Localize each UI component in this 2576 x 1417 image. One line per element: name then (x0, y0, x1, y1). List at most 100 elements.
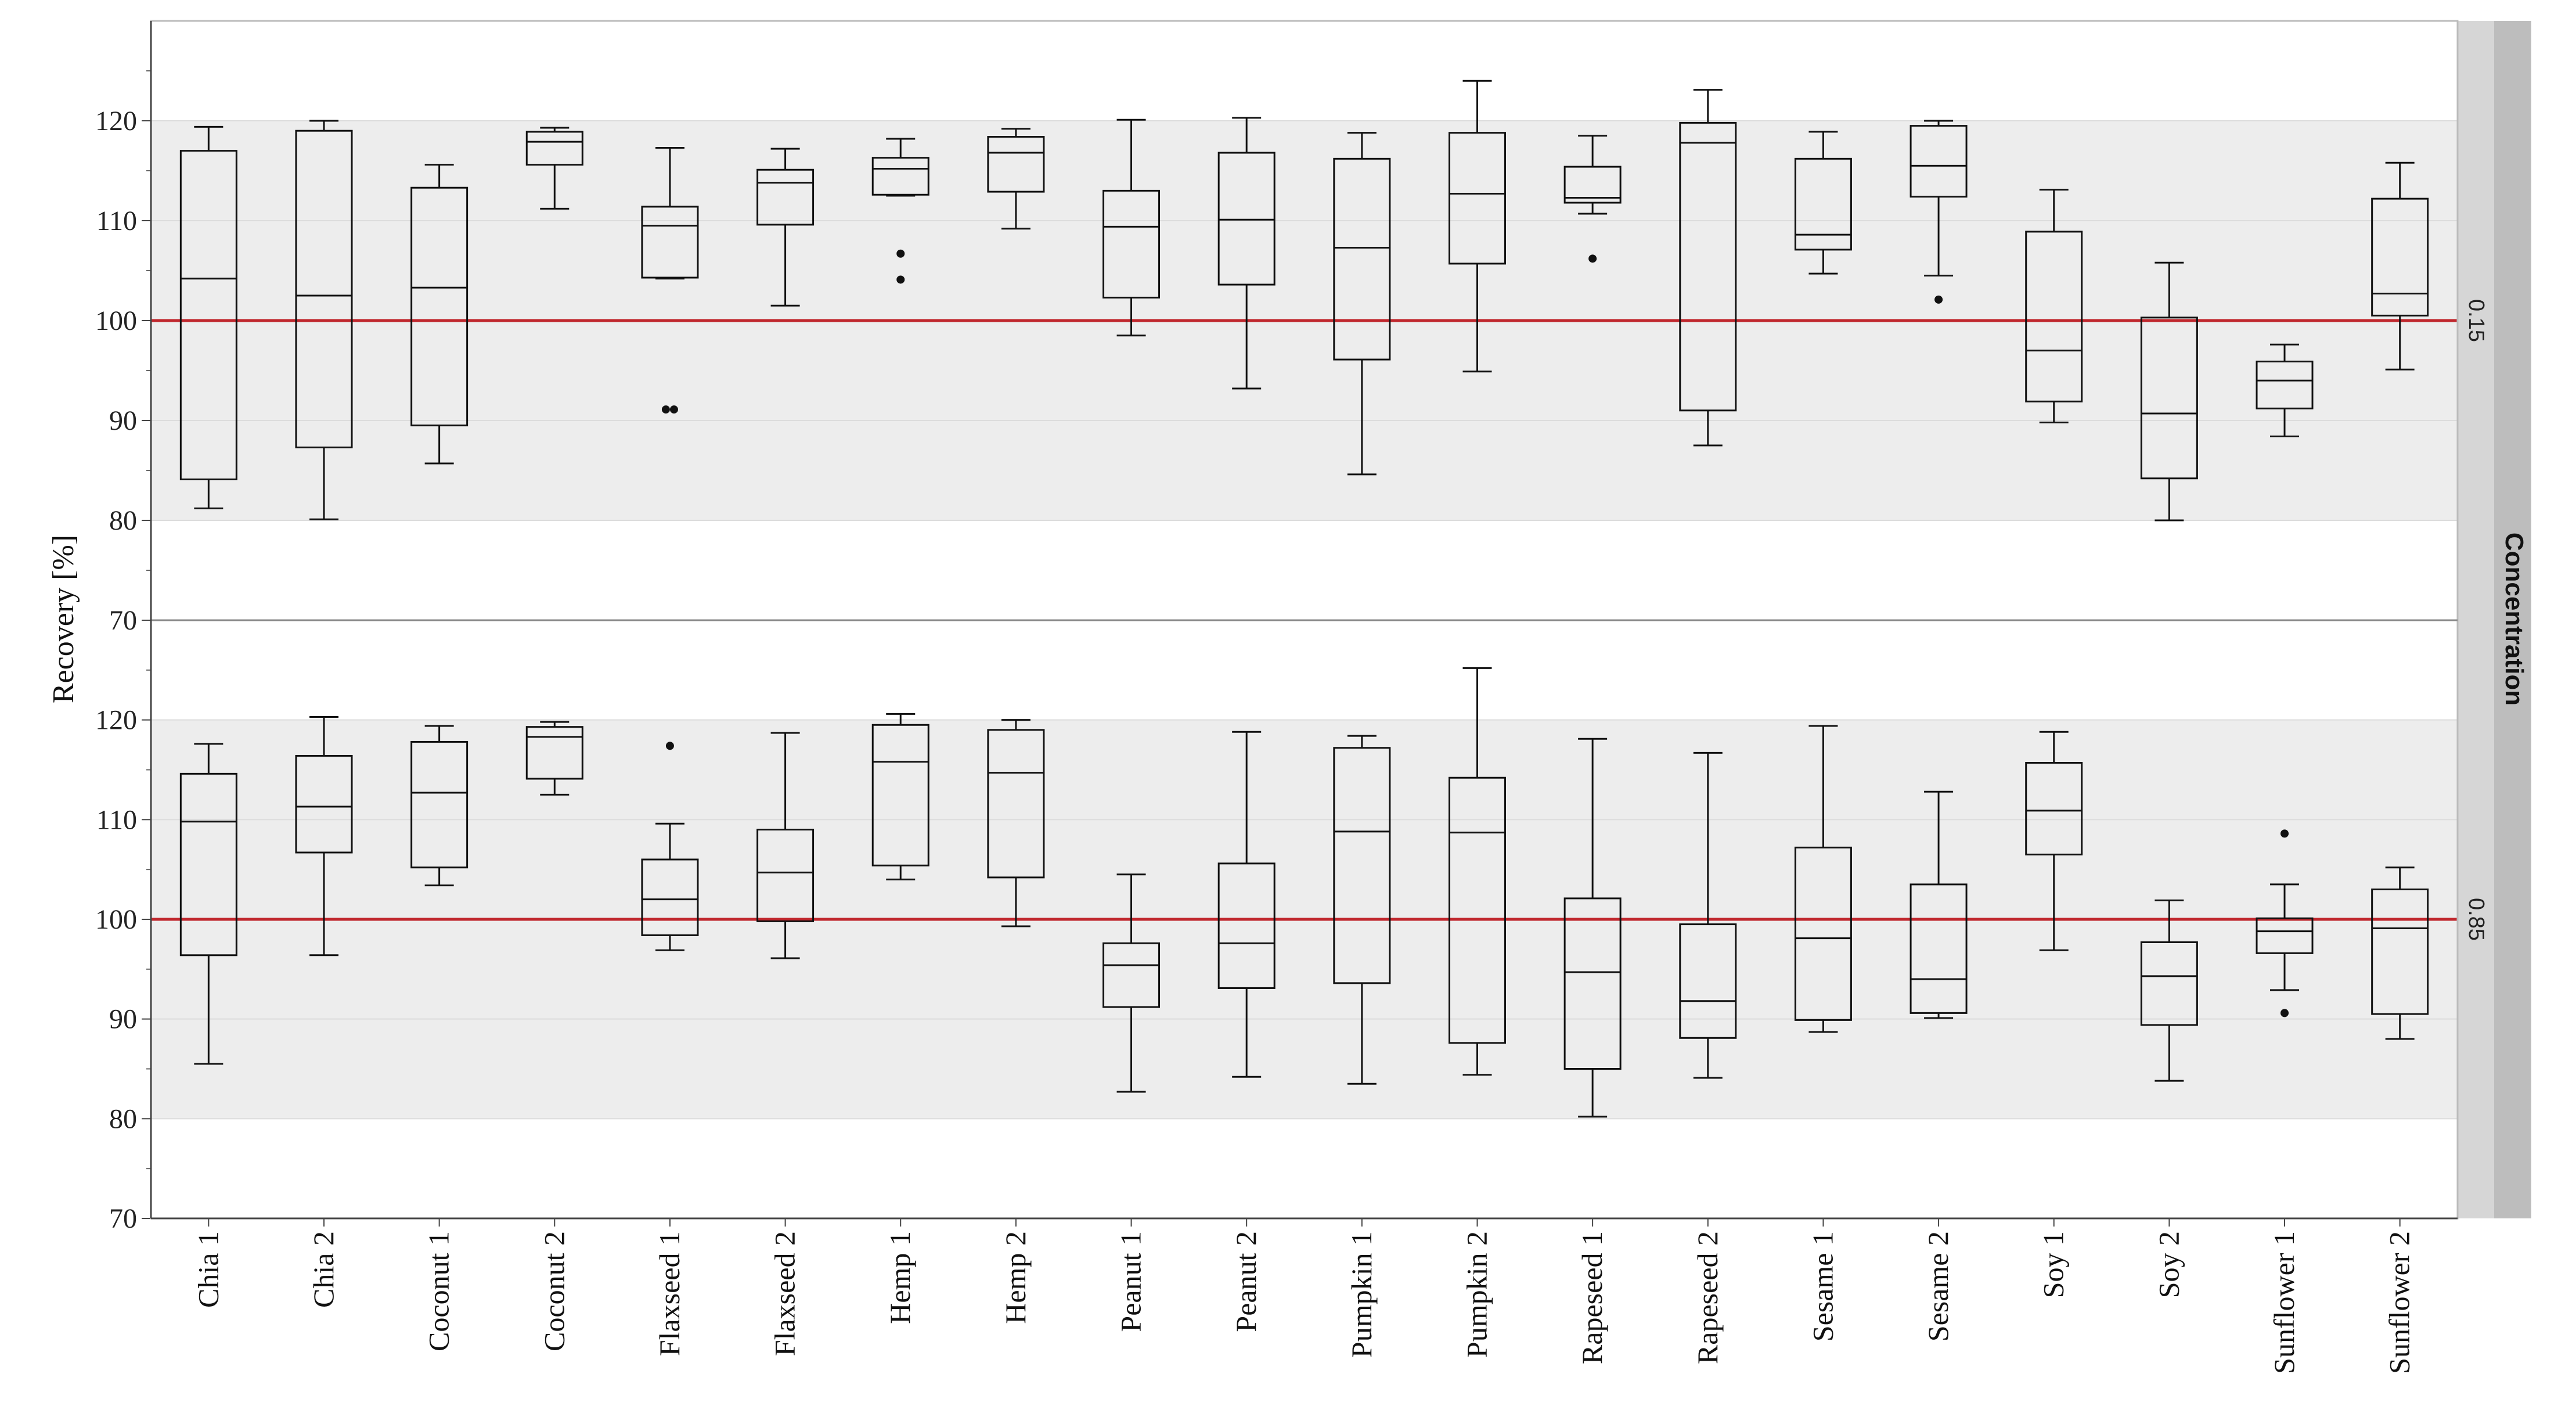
outlier-point (896, 249, 905, 258)
box-peanut-1 (1103, 873, 1161, 1093)
iqr-box (1103, 189, 1161, 298)
box-pumpkin-1 (1333, 735, 1391, 1085)
box-soy-1 (2025, 189, 2083, 423)
box-hemp-1 (871, 713, 929, 880)
box-chia-1 (179, 743, 237, 1065)
category-label: Chia 2 (307, 1231, 340, 1308)
category-label: Chia 1 (192, 1231, 224, 1308)
iqr-box (1333, 747, 1391, 984)
box-soy-1 (2025, 731, 2083, 951)
iqr-box (987, 136, 1045, 193)
iqr-box (1679, 121, 1737, 412)
y-tick-label: 80 (109, 1103, 137, 1134)
category-label: Sesame 1 (1806, 1231, 1839, 1342)
outlier-point (669, 405, 678, 414)
iqr-box (1333, 157, 1391, 361)
box-sesame-2 (1910, 790, 1968, 1019)
y-tick-label: 100 (95, 904, 137, 935)
iqr-box (525, 131, 583, 166)
category-label: Rapeseed 2 (1691, 1231, 1724, 1364)
box-rapeseed-1 (1563, 738, 1622, 1118)
iqr-box (1563, 166, 1622, 204)
category-label: Sunflower 1 (2268, 1231, 2300, 1374)
box-chia-2 (295, 716, 353, 956)
iqr-box (2371, 197, 2429, 317)
box-soy-2 (2140, 899, 2198, 1082)
y-tick-label: 120 (95, 705, 137, 736)
iqr-box (2025, 761, 2083, 855)
box-flaxseed-2 (756, 732, 815, 959)
box-sunflower-1 (2256, 343, 2314, 438)
box-peanut-2 (1217, 117, 1276, 390)
iqr-box (1910, 883, 1968, 1014)
iqr-box (641, 206, 699, 279)
category-label: Soy 2 (2152, 1231, 2185, 1298)
y-tick-label: 100 (95, 305, 137, 336)
iqr-box (1217, 152, 1276, 286)
category-label: Peanut 2 (1230, 1231, 1262, 1332)
box-hemp-2 (987, 719, 1045, 927)
box-sunflower-1 (2256, 829, 2314, 1017)
box-pumpkin-1 (1333, 132, 1391, 476)
box-pumpkin-2 (1448, 667, 1506, 1076)
box-chia-2 (295, 120, 353, 520)
axes: Recovery [%] 70 80 90 100 110 120 70 80 90 100 110… (47, 20, 2459, 1234)
y-tick-label: 110 (96, 206, 137, 236)
iqr-box (987, 729, 1045, 879)
category-label: Hemp 2 (999, 1231, 1032, 1324)
iqr-box (2256, 917, 2314, 954)
iqr-box (179, 150, 237, 480)
iqr-box (410, 186, 469, 427)
outlier-point (896, 275, 905, 284)
iqr-box (2025, 231, 2083, 402)
box-hemp-1 (871, 138, 929, 284)
iqr-box (1448, 132, 1506, 265)
y-axis-ticks: 70 80 90 100 110 120 (95, 70, 151, 636)
iqr-box (295, 130, 353, 448)
panels (151, 80, 2458, 1120)
outlier-point (661, 405, 670, 414)
facet-title: Concentration (2500, 533, 2528, 706)
iqr-box (871, 724, 929, 866)
y-tick-label: 90 (109, 405, 137, 436)
box-coconut-1 (410, 725, 469, 887)
iqr-box (1794, 846, 1852, 1021)
category-label: Coconut 1 (423, 1231, 455, 1351)
iqr-box (1448, 776, 1506, 1044)
category-label: Coconut 2 (538, 1231, 570, 1351)
outlier-point (2280, 1009, 2289, 1017)
box-flaxseed-1 (641, 146, 699, 414)
category-label: Sunflower 2 (2383, 1231, 2416, 1374)
box-sesame-2 (1910, 120, 1968, 304)
iqr-box (295, 754, 353, 854)
box-flaxseed-1 (641, 742, 699, 951)
box-coconut-2 (525, 721, 583, 796)
category-label: Pumpkin 1 (1345, 1231, 1378, 1358)
iqr-box (2256, 361, 2314, 409)
iqr-box (1563, 897, 1622, 1070)
iqr-box (641, 858, 699, 936)
iqr-box (2371, 889, 2429, 1015)
category-label: Flaxseed 1 (653, 1231, 686, 1356)
box-sesame-1 (1794, 131, 1852, 275)
y-tick-label: 70 (109, 605, 137, 636)
iqr-box (756, 168, 815, 226)
facet-value-0.15: 0.15 (2464, 299, 2488, 342)
category-label: Sesame 2 (1922, 1231, 1954, 1342)
iqr-box (1103, 942, 1161, 1008)
box-flaxseed-2 (756, 148, 815, 307)
y-tick-label: 90 (109, 1004, 137, 1035)
box-rapeseed-2 (1679, 89, 1737, 447)
facet-title-bar (2494, 21, 2531, 1218)
iqr-box (1794, 157, 1852, 251)
outlier-point (665, 742, 674, 750)
iqr-box (1910, 125, 1968, 198)
iqr-box (2140, 941, 2198, 1026)
box-soy-2 (2140, 261, 2198, 522)
box-chia-1 (179, 125, 237, 509)
y-tick-label: 110 (96, 804, 137, 835)
box-sunflower-2 (2371, 161, 2429, 371)
iqr-box (1679, 923, 1737, 1039)
outlier-point (2280, 829, 2289, 838)
